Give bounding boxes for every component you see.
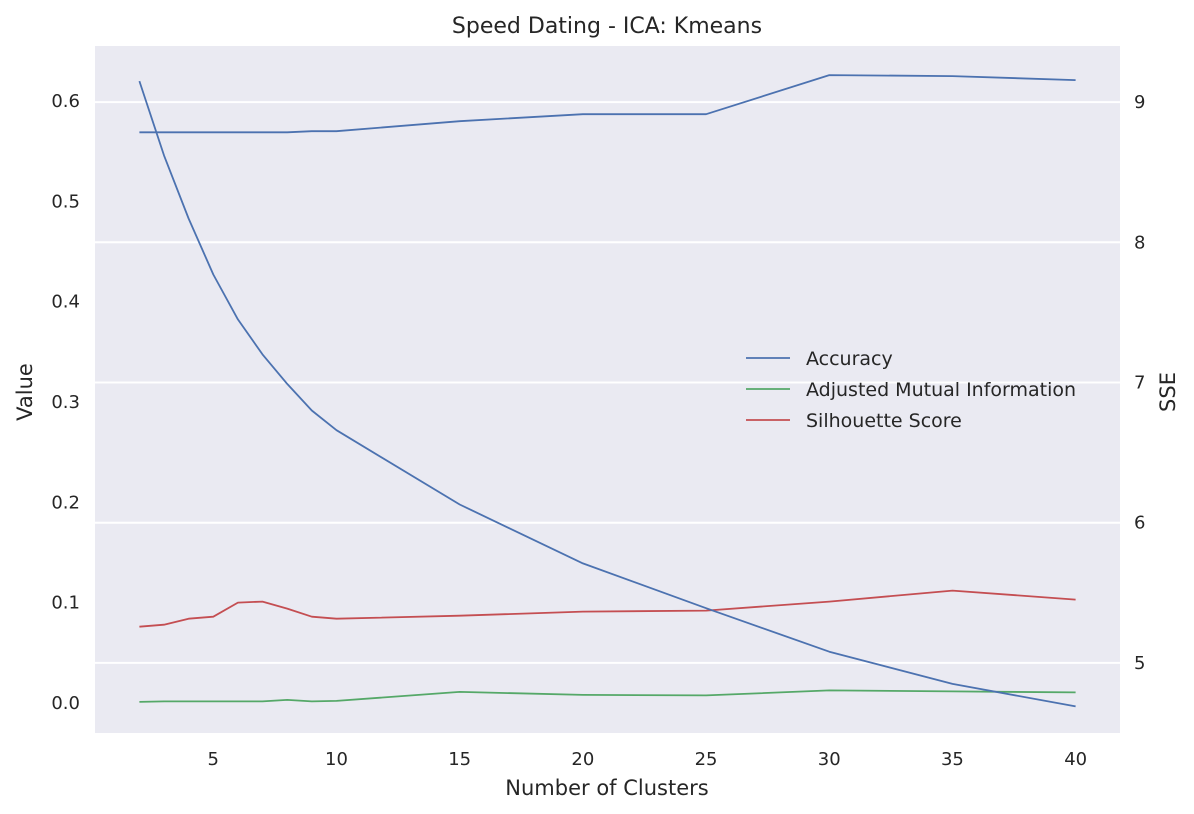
x-tick-label: 25 <box>695 749 718 770</box>
chart-title: Speed Dating - ICA: Kmeans <box>452 14 762 39</box>
series-line-sse <box>138 80 1076 708</box>
plot-background <box>95 46 1120 733</box>
y2-tick-label: 7 <box>1134 372 1145 393</box>
y2-tick-label: 5 <box>1134 653 1145 674</box>
series-line-silhouette-score <box>139 589 1076 628</box>
x-axis-label: Number of Clusters <box>505 776 708 800</box>
y-tick-label: 0.3 <box>51 392 80 413</box>
y2-axis-label: SSE <box>1156 372 1180 412</box>
y-tick-label: 0.5 <box>51 191 80 212</box>
y-tick-label: 0.6 <box>51 91 80 112</box>
x-tick-label: 30 <box>818 749 841 770</box>
x-tick-label: 35 <box>941 749 964 770</box>
y-axis-label: Value <box>13 363 37 421</box>
series-line-accuracy <box>139 74 1076 134</box>
y-tick-label: 0.1 <box>51 593 80 614</box>
x-tick-label: 40 <box>1064 749 1087 770</box>
y2-tick-label: 6 <box>1134 513 1145 534</box>
y2-axis-ticks: 5 6 7 8 9 <box>1134 92 1145 674</box>
legend-label: Adjusted Mutual Information <box>806 379 1076 401</box>
series-lines <box>138 74 1076 708</box>
y-tick-label: 0.4 <box>51 292 80 313</box>
x-tick-label: 5 <box>208 749 219 770</box>
y-tick-label: 0.2 <box>51 492 80 513</box>
series-line-adjusted-mutual-information <box>139 689 1076 703</box>
x-axis-ticks: 5 10 15 20 25 30 35 40 <box>208 749 1088 770</box>
x-tick-label: 10 <box>325 749 348 770</box>
x-tick-label: 15 <box>448 749 471 770</box>
gridlines <box>95 101 1120 664</box>
legend-label: Accuracy <box>806 348 893 370</box>
y2-tick-label: 8 <box>1134 232 1145 253</box>
y2-tick-label: 9 <box>1134 92 1145 113</box>
y-axis-ticks: 0.0 0.1 0.2 0.3 0.4 0.5 0.6 <box>51 91 80 714</box>
x-tick-label: 20 <box>571 749 594 770</box>
legend: Accuracy Adjusted Mutual Information Silho… <box>746 348 1076 432</box>
y-tick-label: 0.0 <box>51 693 80 714</box>
legend-label: Silhouette Score <box>806 410 962 432</box>
